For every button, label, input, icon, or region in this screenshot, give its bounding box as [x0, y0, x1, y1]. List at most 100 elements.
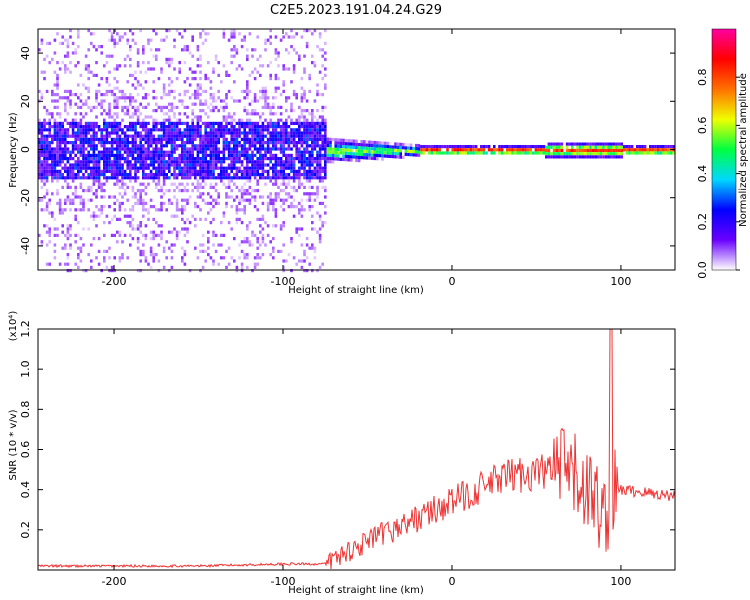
- spectrogram-cell: [92, 45, 96, 49]
- spectrogram-cell: [103, 125, 106, 129]
- spectrogram-cell: [282, 121, 285, 125]
- spectrogram-cell: [92, 131, 96, 135]
- spectrogram-cell: [498, 148, 501, 152]
- spectrogram-cell: [300, 93, 304, 97]
- spectrogram-cell: [282, 224, 285, 228]
- spectrogram-cell: [118, 64, 122, 68]
- spectrogram-cell: [316, 185, 319, 189]
- spectrogram-cell: [196, 144, 200, 148]
- spectrogram-cell: [264, 134, 267, 138]
- spectrogram-cell: [222, 147, 226, 151]
- spectrogram-cell: [308, 125, 311, 129]
- spectrogram-cell: [136, 80, 140, 84]
- spectrogram-cell: [113, 105, 116, 109]
- spectrogram-cell: [298, 150, 301, 154]
- spectrogram-cell: [40, 141, 44, 145]
- spectrogram-cell: [136, 150, 140, 154]
- spectrogram-cell: [79, 144, 83, 148]
- spectrogram-cell: [331, 150, 335, 154]
- spectrogram-cell: [129, 102, 132, 106]
- spectrogram-cell: [316, 45, 319, 49]
- spectrogram-cell: [300, 109, 304, 113]
- spectrogram-cell: [87, 176, 90, 180]
- spectrogram-cell: [92, 128, 96, 132]
- spectrogram-cell: [227, 246, 231, 250]
- spectrogram-cell: [311, 115, 314, 119]
- spectrogram-cell: [212, 173, 215, 177]
- spectrogram-cell: [212, 70, 215, 74]
- spectrogram-cell: [292, 176, 296, 180]
- spectrogram-cell: [129, 224, 132, 228]
- spectrogram-cell: [160, 67, 163, 71]
- spectrogram-cell: [90, 105, 93, 109]
- spectrogram-cell: [300, 205, 304, 209]
- spectrogram-cell: [209, 163, 213, 167]
- spectrogram-cell: [162, 157, 166, 161]
- spectrogram-cell: [64, 150, 67, 154]
- spectrogram-cell: [152, 259, 155, 263]
- spectrogram-cell: [230, 118, 233, 122]
- spectrogram-cell: [295, 128, 298, 132]
- spectrogram-cell: [446, 151, 449, 155]
- spectrogram-cell: [77, 233, 80, 237]
- spectrogram-cell: [152, 176, 155, 180]
- spectrogram-cell: [261, 233, 265, 237]
- spectrogram-cell: [300, 131, 304, 135]
- spectrogram-cell: [321, 153, 324, 157]
- spectrogram-cell: [196, 150, 200, 154]
- spectrogram-cell: [269, 134, 272, 138]
- spectrogram-cell: [238, 160, 241, 164]
- spectrogram-cell: [103, 118, 106, 122]
- spectrogram-cell: [134, 166, 137, 170]
- spectrogram-cell: [285, 134, 288, 138]
- spectrogram-cell: [220, 221, 223, 225]
- spectrogram-cell: [240, 147, 244, 151]
- spectrogram-cell: [233, 141, 236, 145]
- spectrogram-cell: [77, 147, 80, 151]
- spectrogram-cell: [305, 41, 309, 45]
- spectrogram-cell: [108, 115, 111, 119]
- spectrogram-cell: [186, 147, 189, 151]
- spectrogram-cell: [48, 150, 51, 154]
- spectrogram-cell: [438, 148, 441, 152]
- spectrogram-cell: [201, 173, 205, 177]
- spectrogram-cell: [576, 152, 579, 156]
- spectrogram-cell: [58, 201, 62, 205]
- spectrogram-cell: [303, 208, 306, 212]
- spectrogram-cell: [139, 147, 142, 151]
- spectrogram-cell: [100, 112, 103, 116]
- spectrogram-cell: [66, 96, 70, 100]
- spectrogram-cell: [58, 205, 62, 209]
- spectrogram-cell: [256, 163, 259, 167]
- spectrogram-cell: [175, 237, 179, 241]
- spectrogram-cell: [64, 54, 67, 58]
- spectrogram-cell: [191, 112, 194, 116]
- spectrogram-cell: [238, 125, 241, 129]
- spectrogram-cell: [204, 249, 207, 253]
- spectrogram-cell: [292, 256, 296, 260]
- spectrogram-cell: [368, 153, 371, 157]
- spectrogram-cell: [66, 230, 70, 234]
- spectrogram-cell: [97, 125, 101, 129]
- spectrogram-cell: [656, 151, 660, 155]
- spectrogram-cell: [204, 77, 207, 81]
- spectrogram-cell: [40, 173, 44, 177]
- spectrogram-cell: [277, 173, 280, 177]
- spectrogram-cell: [84, 99, 88, 103]
- spectrogram-cell: [292, 166, 296, 170]
- spectrogram-cell: [329, 150, 332, 154]
- spectrogram-cell: [173, 182, 176, 186]
- spectrogram-cell: [295, 173, 298, 177]
- spectrogram-cell: [183, 93, 187, 97]
- spectrogram-cell: [212, 150, 215, 154]
- spectrogram-cell: [168, 125, 171, 129]
- spectrogram-cell: [116, 64, 119, 68]
- spectrogram-cell: [66, 269, 70, 273]
- spectrogram-cell: [136, 147, 140, 151]
- spectrogram-cell: [420, 145, 423, 149]
- spectrogram-cell: [204, 150, 207, 154]
- spectrogram-cell: [246, 265, 249, 269]
- spectrogram-cell: [48, 112, 51, 116]
- spectrogram-cell: [51, 137, 54, 141]
- spectrogram-cell: [165, 112, 168, 116]
